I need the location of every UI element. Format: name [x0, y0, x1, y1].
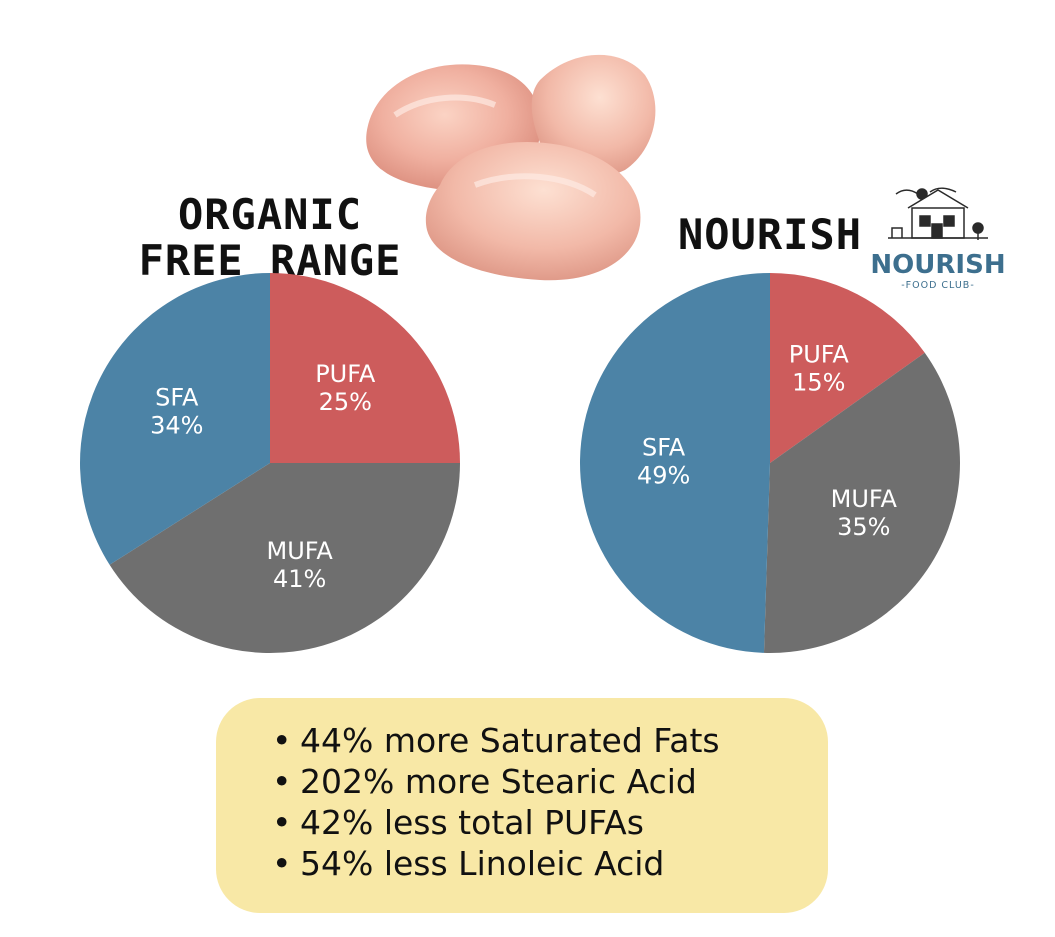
pie-slice-pufa — [270, 273, 460, 463]
slice-value-label: 41% — [273, 565, 326, 593]
fact-item: 42% less total PUFAs — [274, 802, 828, 843]
pie-slice-mufa — [763, 352, 961, 653]
pie-slice-sfa — [79, 273, 270, 565]
chicken-thighs-image — [366, 54, 656, 281]
chicken-piece-highlight — [393, 94, 497, 118]
chart-title-line: NOURISH — [677, 210, 862, 259]
slice-value-label: 49% — [637, 461, 690, 489]
slice-label: SFA — [155, 384, 199, 412]
fact-item: 54% less Linoleic Acid — [274, 843, 828, 884]
slice-value-label: 35% — [837, 513, 890, 541]
pie-slice-mufa — [109, 463, 460, 654]
chart-title-nourish: NOURISH — [660, 212, 880, 258]
slice-label: PUFA — [789, 340, 850, 368]
chicken-piece — [425, 141, 641, 281]
slice-label: MUFA — [267, 537, 334, 565]
fact-item: 202% more Stearic Acid — [274, 761, 828, 802]
farmhouse-icon — [888, 187, 988, 240]
chart-title-line: ORGANIC — [177, 190, 362, 239]
pie-slice-pufa — [770, 273, 925, 463]
logo-subtitle: -FOOD CLUB- — [901, 280, 975, 291]
facts-box: 44% more Saturated Fats 202% more Steari… — [216, 698, 828, 913]
nourish-logo: NOURISH -FOOD CLUB- — [870, 187, 1006, 291]
slice-value-label: 15% — [792, 368, 845, 396]
slice-label: MUFA — [831, 485, 898, 513]
slice-value-label: 34% — [150, 412, 203, 440]
logo-name: NOURISH — [870, 250, 1005, 280]
facts-list: 44% more Saturated Fats 202% more Steari… — [274, 720, 828, 884]
fact-item: 44% more Saturated Fats — [274, 720, 828, 761]
chart-title-organic: ORGANIC FREE RANGE — [120, 192, 420, 284]
chicken-piece-highlight — [473, 173, 597, 198]
pie-slice-sfa — [579, 273, 770, 653]
slice-label: PUFA — [315, 360, 376, 388]
slice-value-label: 25% — [319, 388, 372, 416]
slice-label: SFA — [642, 433, 686, 461]
